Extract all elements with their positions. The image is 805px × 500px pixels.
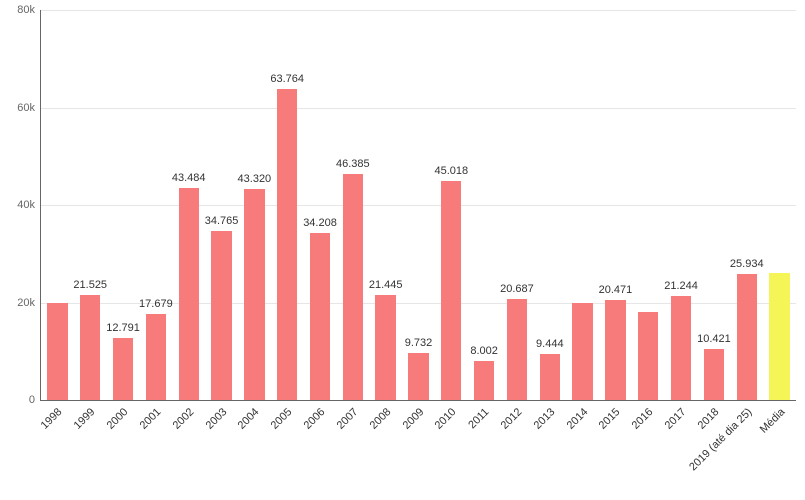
bar: 9.732 [408, 353, 428, 400]
x-tick-label: 2010 [433, 406, 459, 432]
x-tick-label: 2019 (até dia 25) [687, 406, 754, 473]
x-tick-label: 2013 [531, 406, 557, 432]
bar-value-label: 46.385 [336, 158, 370, 170]
x-tick-label: 1998 [39, 406, 65, 432]
x-tick-label: 2001 [138, 406, 164, 432]
bar [572, 303, 592, 401]
plot-area: 020k40k60k80k 21.52512.79117.67943.48434… [40, 10, 796, 401]
bar-chart: 020k40k60k80k 21.52512.79117.67943.48434… [0, 0, 805, 500]
bar: 43.320 [244, 189, 264, 400]
bar-value-label: 12.791 [106, 322, 140, 334]
y-tick-label: 40k [17, 199, 41, 211]
y-tick-label: 60k [17, 102, 41, 114]
bar: 10.421 [704, 349, 724, 400]
bar-value-label: 17.679 [139, 298, 173, 310]
x-tick-label: 2007 [335, 406, 361, 432]
bar-value-label: 21.244 [664, 280, 698, 292]
x-tick-label: 2009 [400, 406, 426, 432]
x-tick-label: 2011 [466, 406, 491, 431]
bar-value-label: 21.525 [73, 279, 107, 291]
x-tick-label: 2012 [499, 406, 525, 432]
bar-value-label: 9.444 [536, 338, 564, 350]
bar-value-label: 20.687 [500, 283, 534, 295]
bar [638, 312, 658, 400]
x-tick-label: 2005 [269, 406, 295, 432]
bar-value-label: 34.765 [205, 215, 239, 227]
bar: 20.471 [605, 300, 625, 400]
x-tick-label: 2006 [302, 406, 328, 432]
bar: 46.385 [343, 174, 363, 400]
bar-value-label: 63.764 [270, 73, 304, 85]
bar: 9.444 [540, 354, 560, 400]
bar: 43.484 [179, 188, 199, 400]
bar: 17.679 [146, 314, 166, 400]
bar-value-label: 8.002 [470, 345, 498, 357]
bar-value-label: 20.471 [599, 284, 633, 296]
bar: 21.525 [80, 295, 100, 400]
bar-value-label: 9.732 [405, 337, 433, 349]
bar: 34.208 [310, 233, 330, 400]
bar-value-label: 43.320 [238, 173, 272, 185]
x-tick-label: 2002 [170, 406, 196, 432]
bar [47, 303, 67, 401]
bar-value-label: 43.484 [172, 172, 206, 184]
bars: 21.525 12.791 17.679 43.484 34.765 43.320 63.7… [41, 10, 796, 400]
y-tick-label: 20k [17, 297, 41, 309]
bar-value-label: 25.934 [730, 258, 764, 270]
bar [769, 273, 789, 400]
bar: 63.764 [277, 89, 297, 400]
x-tick-label: 2018 [696, 406, 722, 432]
bar: 21.244 [671, 296, 691, 400]
bar: 21.445 [375, 295, 395, 400]
bar: 34.765 [211, 231, 231, 400]
x-axis-labels: 1998 1999 2000 20012002 2003 2004 2005 2006 2007… [40, 400, 795, 500]
bar: 25.934 [737, 274, 757, 400]
bar: 8.002 [474, 361, 494, 400]
x-tick-label: 2008 [367, 406, 393, 432]
y-tick-label: 80k [17, 4, 41, 16]
x-tick-label: 2003 [203, 406, 229, 432]
x-tick-label: 1999 [72, 406, 98, 432]
bar: 45.018 [441, 181, 461, 400]
bar-value-label: 10.421 [697, 333, 731, 345]
x-tick-label: 2015 [597, 406, 623, 432]
x-tick-label: 2000 [105, 406, 131, 432]
x-tick-label: Média [757, 406, 787, 436]
bar-value-label: 45.018 [434, 165, 468, 177]
bar: 12.791 [113, 338, 133, 400]
x-tick-label: 2016 [630, 406, 656, 432]
bar-value-label: 21.445 [369, 279, 403, 291]
x-tick-label: 2017 [663, 406, 689, 432]
bar-value-label: 34.208 [303, 217, 337, 229]
x-tick-label: 2014 [564, 406, 590, 432]
bar: 20.687 [507, 299, 527, 400]
x-tick-label: 2004 [236, 406, 262, 432]
